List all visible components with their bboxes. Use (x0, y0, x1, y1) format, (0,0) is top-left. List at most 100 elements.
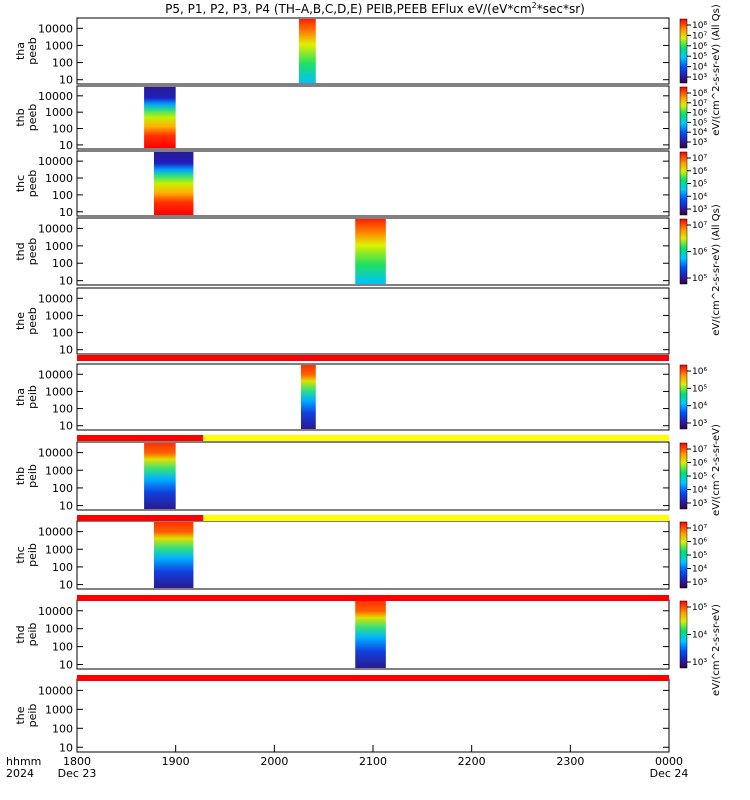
y-tick-label: 10 (59, 500, 73, 513)
colorbar-tick-label: 10⁶ (692, 538, 707, 548)
y-tick-label: 1000 (45, 703, 73, 716)
colorbar (679, 218, 688, 285)
colorbar-tick-label: 10⁵ (692, 52, 707, 62)
y-tick-label: 1000 (45, 106, 73, 119)
colorbar (679, 151, 688, 216)
y-tick-label: 10000 (38, 155, 73, 168)
colorbar-tick-label: 10⁴ (692, 192, 707, 202)
y-tick-label: 10 (59, 206, 73, 219)
panel-label-product: peeb (26, 104, 39, 132)
panel-thd-peib: 10 100 1000 10000 thd peib 10³ 10⁴ 10⁵ (14, 599, 707, 672)
y-tick-label: 10 (59, 579, 73, 592)
colorbar-tick-label: 10⁷ (692, 524, 707, 534)
colorbar (679, 18, 688, 84)
spectrogram-block (355, 601, 386, 668)
colorbar-tick-label: 10⁶ (692, 459, 707, 469)
spectrogram-block (153, 152, 194, 215)
chart-title: P5, P1, P2, P3, P4 (TH–A,B,C,D,E) PEIB,P… (165, 1, 585, 16)
panel-thc-peib: 10 100 1000 10000 thc peib 10³ 10⁴ 10⁵ 10⁶ 10⁷ (14, 520, 707, 592)
colorbar-tick-label: 10⁵ (692, 180, 707, 190)
panel-label-product: peeb (26, 307, 39, 335)
colorbar-tick-label: 10⁶ (692, 367, 707, 377)
y-tick-label: 10 (59, 344, 73, 357)
colorbar-tick-label: 10⁴ (692, 631, 707, 641)
colorbar (679, 364, 688, 430)
panel-tha-peib: 10 100 1000 10000 tha peib 10³ 10⁴ 10⁵ 10⁶ (14, 363, 707, 433)
colorbar-title: eV/(cm^2-s-sr-eV) (711, 604, 722, 696)
y-tick-label: 100 (52, 327, 73, 340)
y-tick-label: 100 (52, 257, 73, 270)
colorbar-tick-label: 10⁸ (692, 21, 707, 31)
spectrogram-block (153, 522, 194, 588)
colorbar-tick-label: 10³ (692, 499, 707, 509)
colorbar-tick-label: 10⁵ (692, 603, 707, 613)
x-tick-label: 2000 (260, 755, 288, 768)
panel-label-product: peib (26, 704, 39, 728)
y-tick-label: 1000 (45, 543, 73, 556)
colorbar (679, 600, 688, 669)
colorbar-tick-label: 10⁶ (692, 42, 707, 52)
panel-frame (76, 363, 670, 431)
colorbar-tick-label: 10⁴ (692, 63, 707, 73)
x-axis-unit-label: hhmm (6, 755, 41, 768)
colorbar-title: eV/(cm^2-s-sr-eV) (All Qs) (711, 4, 722, 136)
y-tick-label: 1000 (45, 240, 73, 253)
y-tick-label: 10 (59, 139, 73, 152)
mode-bar-segment (203, 435, 669, 441)
colorbar-tick-label: 10³ (692, 205, 707, 215)
x-tick-label: 2100 (359, 755, 387, 768)
colorbar-tick-label: 10⁷ (692, 221, 707, 231)
y-tick-label: 10000 (38, 90, 73, 103)
y-tick-label: 10000 (38, 605, 73, 618)
spectrogram-block (300, 365, 316, 429)
panel-label-product: peib (26, 464, 39, 488)
colorbar-tick-label: 10³ (692, 658, 707, 668)
y-tick-label: 1000 (45, 172, 73, 185)
mode-bar-segment (77, 675, 669, 681)
colorbar (679, 521, 688, 589)
panel-frame (76, 17, 670, 85)
y-tick-label: 10000 (38, 684, 73, 697)
panel-label-product: peib (26, 623, 39, 647)
x-tick-label: 1800 (63, 755, 91, 768)
colorbar-tick-label: 10³ (692, 73, 707, 83)
colorbar-tick-label: 10³ (692, 419, 707, 429)
mode-bar-segment (77, 435, 204, 441)
x-tick-label: 1900 (162, 755, 190, 768)
y-tick-label: 100 (52, 123, 73, 136)
colorbar-tick-label: 10⁴ (692, 128, 707, 138)
colorbar-tick-label: 10⁶ (692, 248, 707, 258)
y-tick-label: 100 (52, 641, 73, 654)
colorbar-tick-label: 10⁵ (692, 472, 707, 482)
mode-bar-segment (203, 515, 669, 521)
y-tick-label: 10 (59, 741, 73, 754)
y-tick-label: 10000 (38, 526, 73, 539)
spectrogram-block (299, 19, 316, 83)
colorbar-tick-label: 10⁷ (692, 99, 707, 109)
y-tick-label: 100 (52, 561, 73, 574)
y-tick-label: 10000 (38, 447, 73, 460)
panel-frame (76, 678, 670, 753)
spectrogram-block (144, 87, 176, 148)
panel-frame (76, 217, 670, 286)
panel-frame (76, 287, 670, 355)
colorbar-tick-label: 10⁷ (692, 445, 707, 455)
panel-label-product: peeb (26, 170, 39, 198)
y-tick-label: 10000 (38, 368, 73, 381)
colorbar-tick-label: 10⁴ (692, 565, 707, 575)
x-date-label-start: Dec 23 (58, 767, 97, 780)
colorbar-tick-label: 10⁵ (692, 551, 707, 561)
colorbar-tick-label: 10⁵ (692, 118, 707, 128)
colorbar-tick-label: 10³ (692, 138, 707, 148)
x-date-label-end: Dec 24 (650, 767, 689, 780)
y-tick-label: 100 (52, 57, 73, 70)
y-tick-label: 1000 (45, 464, 73, 477)
mode-bar-segment (77, 595, 669, 601)
panel-label-probe: thd (14, 625, 27, 643)
y-tick-label: 10 (59, 275, 73, 288)
x-axis-year-label: 2024 (6, 767, 34, 780)
y-tick-label: 10000 (38, 222, 73, 235)
colorbar-tick-label: 10³ (692, 578, 707, 588)
